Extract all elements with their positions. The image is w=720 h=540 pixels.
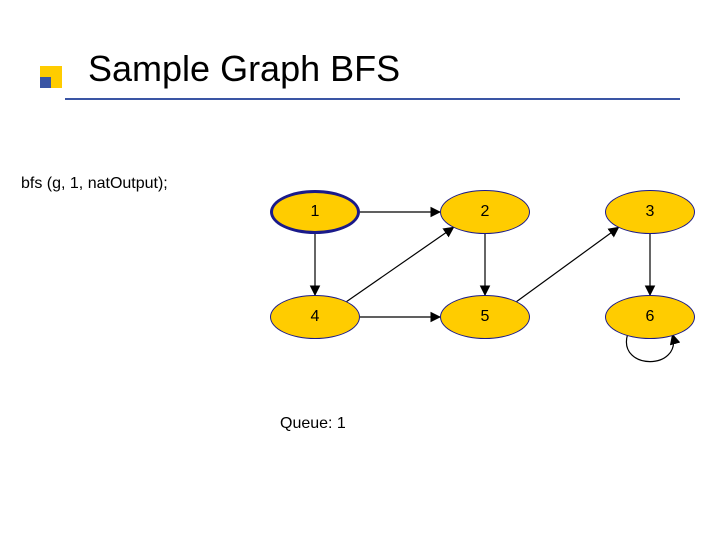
graph-nodes: 1 2 3 4 5 6 <box>0 0 720 540</box>
graph-node-6: 6 <box>605 295 695 339</box>
queue-label: Queue: 1 <box>280 415 346 433</box>
graph-node-2: 2 <box>440 190 530 234</box>
graph-node-5: 5 <box>440 295 530 339</box>
graph-node-4: 4 <box>270 295 360 339</box>
graph-node-3: 3 <box>605 190 695 234</box>
graph-node-1: 1 <box>270 190 360 234</box>
